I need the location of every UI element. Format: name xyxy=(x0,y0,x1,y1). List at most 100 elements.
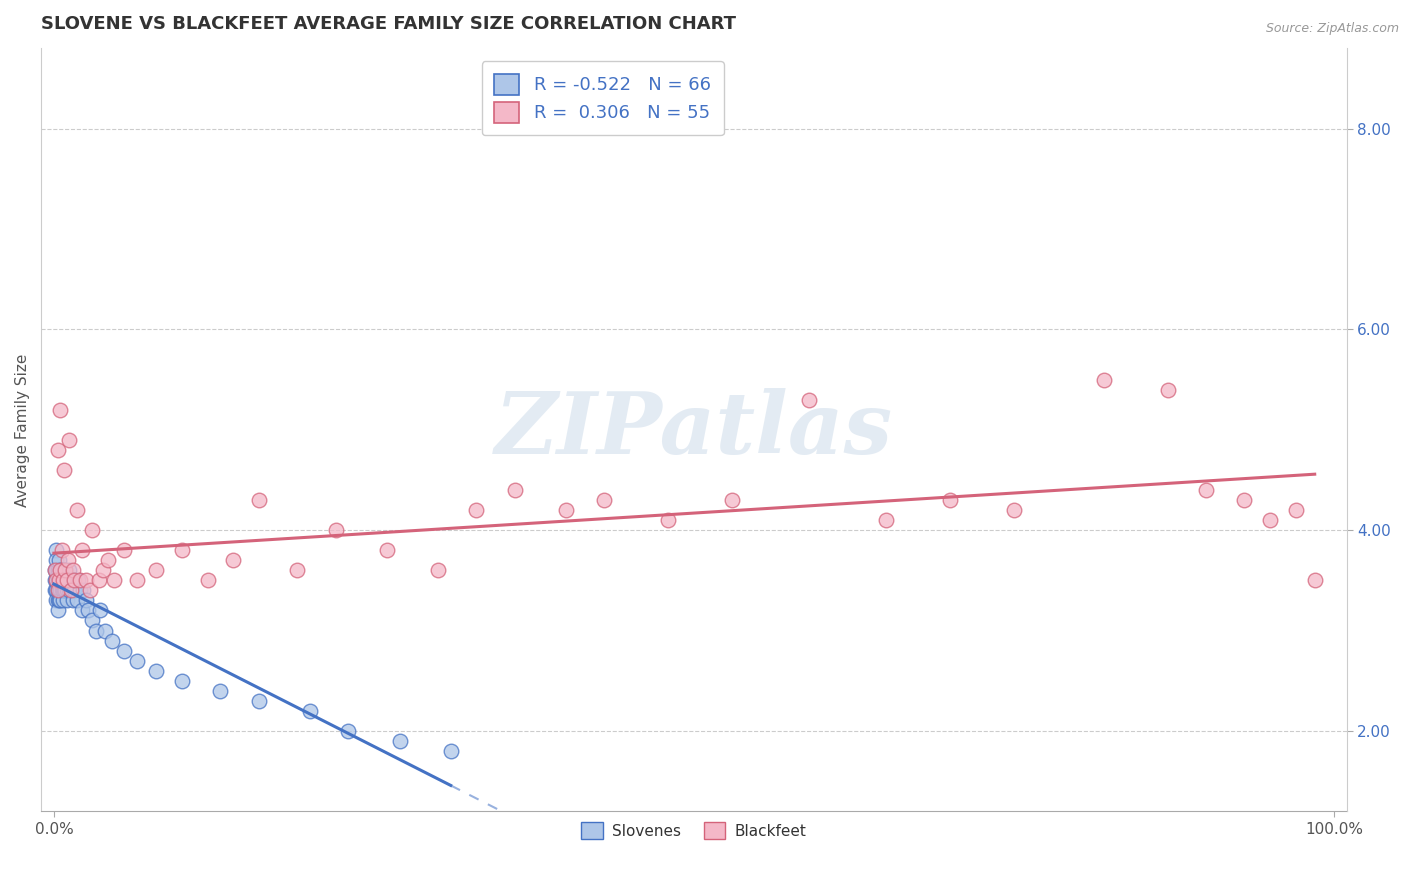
Point xyxy=(49,563,72,577)
Point xyxy=(82,614,104,628)
Point xyxy=(84,624,107,638)
Text: Source: ZipAtlas.com: Source: ZipAtlas.com xyxy=(1265,22,1399,36)
Point xyxy=(55,574,77,588)
Point xyxy=(1303,574,1326,588)
Point xyxy=(45,563,67,577)
Point xyxy=(52,593,75,607)
Point xyxy=(53,583,76,598)
Point xyxy=(94,624,117,638)
Point xyxy=(1092,373,1115,387)
Point xyxy=(197,574,219,588)
Point xyxy=(51,574,73,588)
Point xyxy=(657,513,679,527)
Point xyxy=(1195,483,1218,497)
Point xyxy=(60,583,83,598)
Point xyxy=(44,583,66,598)
Point xyxy=(48,574,70,588)
Point xyxy=(127,574,149,588)
Point xyxy=(51,543,73,558)
Point xyxy=(554,503,576,517)
Point xyxy=(44,574,66,588)
Y-axis label: Average Family Size: Average Family Size xyxy=(15,353,30,507)
Point xyxy=(46,442,69,457)
Point xyxy=(222,553,245,567)
Point xyxy=(325,523,347,537)
Point xyxy=(69,574,91,588)
Point xyxy=(53,463,76,477)
Point xyxy=(426,563,449,577)
Point xyxy=(67,574,90,588)
Point xyxy=(62,574,84,588)
Point xyxy=(56,574,79,588)
Point xyxy=(58,563,80,577)
Point xyxy=(55,563,77,577)
Point xyxy=(49,593,72,607)
Point xyxy=(209,683,232,698)
Point xyxy=(46,583,69,598)
Point xyxy=(46,563,69,577)
Point xyxy=(145,563,167,577)
Point xyxy=(48,593,70,607)
Point xyxy=(66,503,89,517)
Point xyxy=(103,574,125,588)
Point xyxy=(52,574,75,588)
Point xyxy=(58,433,80,447)
Point xyxy=(46,574,69,588)
Point xyxy=(797,392,820,407)
Point xyxy=(75,574,97,588)
Point xyxy=(63,583,86,598)
Point xyxy=(388,734,411,748)
Point xyxy=(127,654,149,668)
Point xyxy=(77,603,100,617)
Point xyxy=(45,593,67,607)
Point xyxy=(49,574,72,588)
Point xyxy=(91,563,114,577)
Point xyxy=(593,493,616,508)
Text: ZIPatlas: ZIPatlas xyxy=(495,388,893,472)
Point xyxy=(52,583,75,598)
Point xyxy=(45,574,67,588)
Point xyxy=(1284,503,1306,517)
Point xyxy=(48,583,70,598)
Point xyxy=(145,664,167,678)
Point xyxy=(70,603,93,617)
Point xyxy=(46,593,69,607)
Point xyxy=(45,553,67,567)
Point xyxy=(503,483,526,497)
Point xyxy=(112,643,135,657)
Point xyxy=(51,583,73,598)
Point xyxy=(46,603,69,617)
Point xyxy=(1156,383,1178,397)
Point xyxy=(337,723,360,738)
Point xyxy=(44,563,66,577)
Point xyxy=(1258,513,1281,527)
Point xyxy=(55,574,77,588)
Point xyxy=(51,563,73,577)
Point xyxy=(59,583,82,598)
Point xyxy=(56,553,79,567)
Point xyxy=(70,543,93,558)
Point xyxy=(66,593,89,607)
Point xyxy=(247,493,270,508)
Point xyxy=(285,563,308,577)
Point xyxy=(48,553,70,567)
Point xyxy=(89,603,111,617)
Point xyxy=(48,574,70,588)
Point xyxy=(62,593,84,607)
Point xyxy=(1233,493,1256,508)
Point xyxy=(112,543,135,558)
Point xyxy=(55,563,77,577)
Point xyxy=(87,574,110,588)
Point xyxy=(45,574,67,588)
Point xyxy=(45,583,67,598)
Point xyxy=(939,493,962,508)
Point xyxy=(298,704,321,718)
Point xyxy=(375,543,398,558)
Legend: Slovenes, Blackfeet: Slovenes, Blackfeet xyxy=(575,815,813,846)
Point xyxy=(53,563,76,577)
Point xyxy=(79,583,101,598)
Point xyxy=(53,574,76,588)
Point xyxy=(46,583,69,598)
Point xyxy=(55,593,77,607)
Point xyxy=(49,402,72,417)
